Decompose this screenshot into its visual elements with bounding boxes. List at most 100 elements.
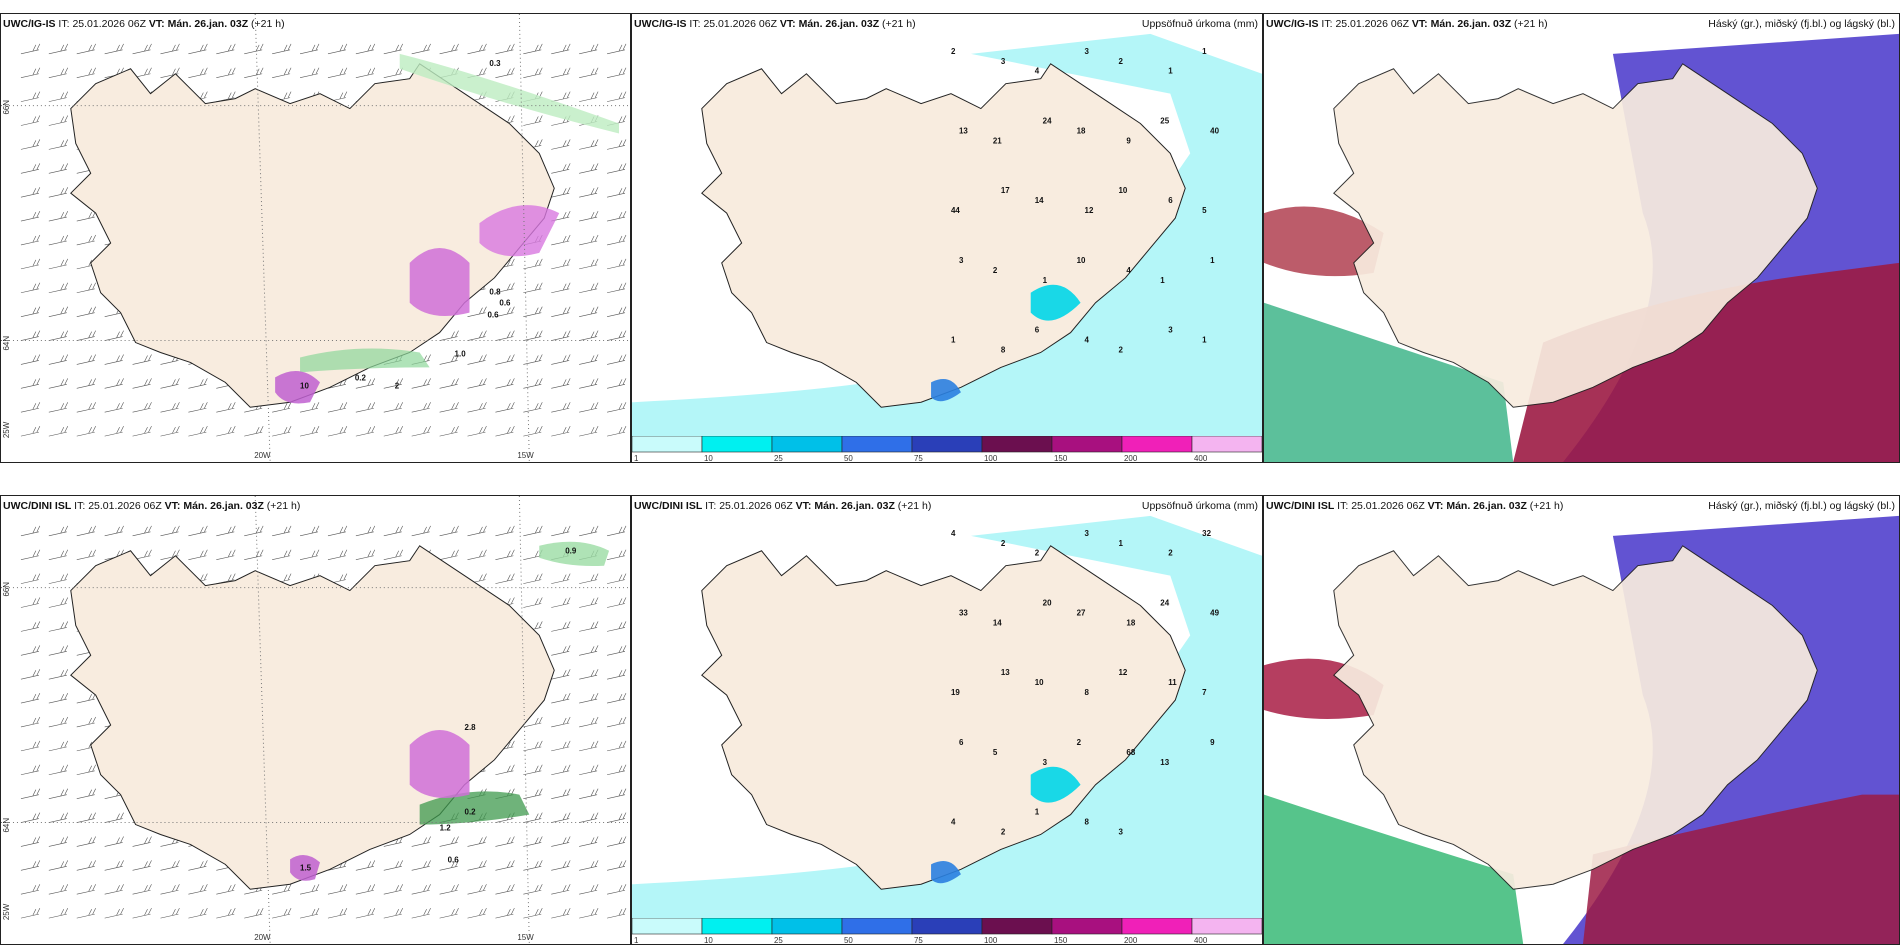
panel-title: UWC/IG-IS IT: 25.01.2026 06Z VT: Mán. 26… (1266, 18, 1548, 30)
wind-barb (132, 354, 152, 365)
wind-barb (607, 210, 627, 222)
wind-barb (383, 43, 403, 55)
panel-wind-snow-igis: UWC/IG-IS IT: 25.01.2026 06Z VT: Mán. 26… (0, 13, 631, 463)
wind-barb (579, 354, 599, 365)
precip-value: 1 (1160, 276, 1165, 285)
wind-barb (76, 426, 96, 437)
wind-barb (20, 908, 41, 919)
wind-barb (523, 764, 543, 776)
wind-barb (20, 139, 41, 150)
wind-barb (48, 525, 69, 537)
precip-value: 1 (1043, 276, 1048, 285)
precip-values: 2343211132124189254044171412106532110411… (951, 47, 1220, 355)
wind-barb (20, 692, 41, 704)
wind-barb (551, 354, 571, 365)
wind-barb (20, 43, 41, 55)
precip-value: 1 (951, 336, 956, 345)
wind-barb (467, 836, 487, 847)
wind-barb (48, 91, 69, 102)
wind-barb (467, 43, 487, 55)
precip-value: 5 (1202, 206, 1207, 215)
wind-barb (216, 43, 236, 55)
colorbar-tick: 400 (1194, 454, 1208, 462)
precip-value: 1 (1210, 256, 1215, 265)
wind-barb (607, 234, 627, 246)
wind-barb (48, 330, 69, 341)
wind-barb (355, 860, 376, 871)
wind-barb (607, 597, 627, 608)
wind-barb (20, 836, 41, 847)
wind-barb (467, 402, 487, 413)
wind-barb (607, 716, 627, 728)
wind-barb (523, 330, 543, 341)
wind-barb (160, 402, 180, 413)
iceland-landmass (701, 63, 1186, 408)
wind-barb (160, 43, 180, 55)
snow-area (409, 247, 470, 316)
wind-barb (104, 884, 124, 895)
wind-barb (160, 860, 180, 871)
wind-barb (439, 378, 459, 389)
colorbar-tick: 75 (914, 936, 923, 944)
wind-barb (20, 884, 41, 895)
wind-barb (272, 549, 292, 561)
wind-barb (104, 354, 124, 365)
wind-barb (48, 210, 69, 222)
precip-value: 2 (1077, 738, 1082, 747)
precip-value: 1 (1035, 808, 1040, 817)
wind-barb (467, 354, 487, 365)
colorbar-tick: 50 (844, 936, 853, 944)
value-label: 2 (395, 381, 400, 390)
panel-wind-snow-dini: UWC/DINI ISL IT: 25.01.2026 06Z VT: Mán.… (0, 495, 631, 945)
wind-barb (467, 426, 487, 437)
precip-value: 2 (993, 266, 998, 275)
precip-value: 4 (1126, 266, 1131, 275)
wind-barb (411, 884, 431, 895)
wind-barb (216, 525, 236, 537)
wind-barb (607, 402, 627, 413)
colorbar-swatch (701, 436, 773, 453)
wind-barb (383, 908, 403, 919)
panel-precip-dini: UWC/DINI ISL IT: 25.01.2026 06Z VT: Mán.… (631, 495, 1263, 945)
wind-barb (523, 258, 543, 270)
green-wind-area (399, 53, 620, 134)
wind-barb (383, 378, 403, 389)
wind-barb (551, 402, 571, 413)
precip-colorbar: 1 10 25 50 75 100 150 200 400 (632, 436, 1262, 462)
wind-barb (20, 115, 41, 126)
wind-barb (299, 525, 320, 537)
precip-value: 19 (951, 688, 960, 697)
wind-barb (495, 426, 515, 437)
precip-value: 14 (993, 618, 1002, 627)
wind-barb (495, 378, 515, 389)
wind-barb (523, 282, 543, 294)
lat-label: 66N (2, 582, 11, 597)
wind-barb (607, 282, 627, 294)
wind-barb (439, 43, 459, 55)
wind-barb (439, 525, 459, 537)
wind-barb (20, 716, 41, 728)
wind-barb (272, 525, 292, 537)
wind-barb (76, 354, 96, 365)
wind-barb (439, 836, 459, 847)
wind-barb (188, 67, 208, 79)
green-wind-area (419, 791, 530, 825)
wind-barb (272, 884, 292, 895)
wind-barb (607, 306, 627, 317)
wind-barb (579, 740, 599, 752)
wind-barb (579, 187, 599, 198)
wind-barb (76, 330, 96, 341)
wind-barb (551, 426, 571, 437)
wind-barb (467, 860, 487, 871)
wind-barb (495, 860, 515, 871)
colorbar-swatch (1051, 918, 1123, 935)
wind-barb (523, 115, 543, 126)
precip-value: 27 (1077, 608, 1086, 617)
wind-barb (551, 306, 571, 317)
lat-label: 66N (2, 100, 11, 115)
cloud-low (1513, 262, 1899, 462)
precip-value: 1 (1118, 539, 1123, 548)
wind-barb (48, 645, 69, 656)
precip-heavy (931, 379, 961, 402)
colorbar-swatch (632, 436, 703, 453)
